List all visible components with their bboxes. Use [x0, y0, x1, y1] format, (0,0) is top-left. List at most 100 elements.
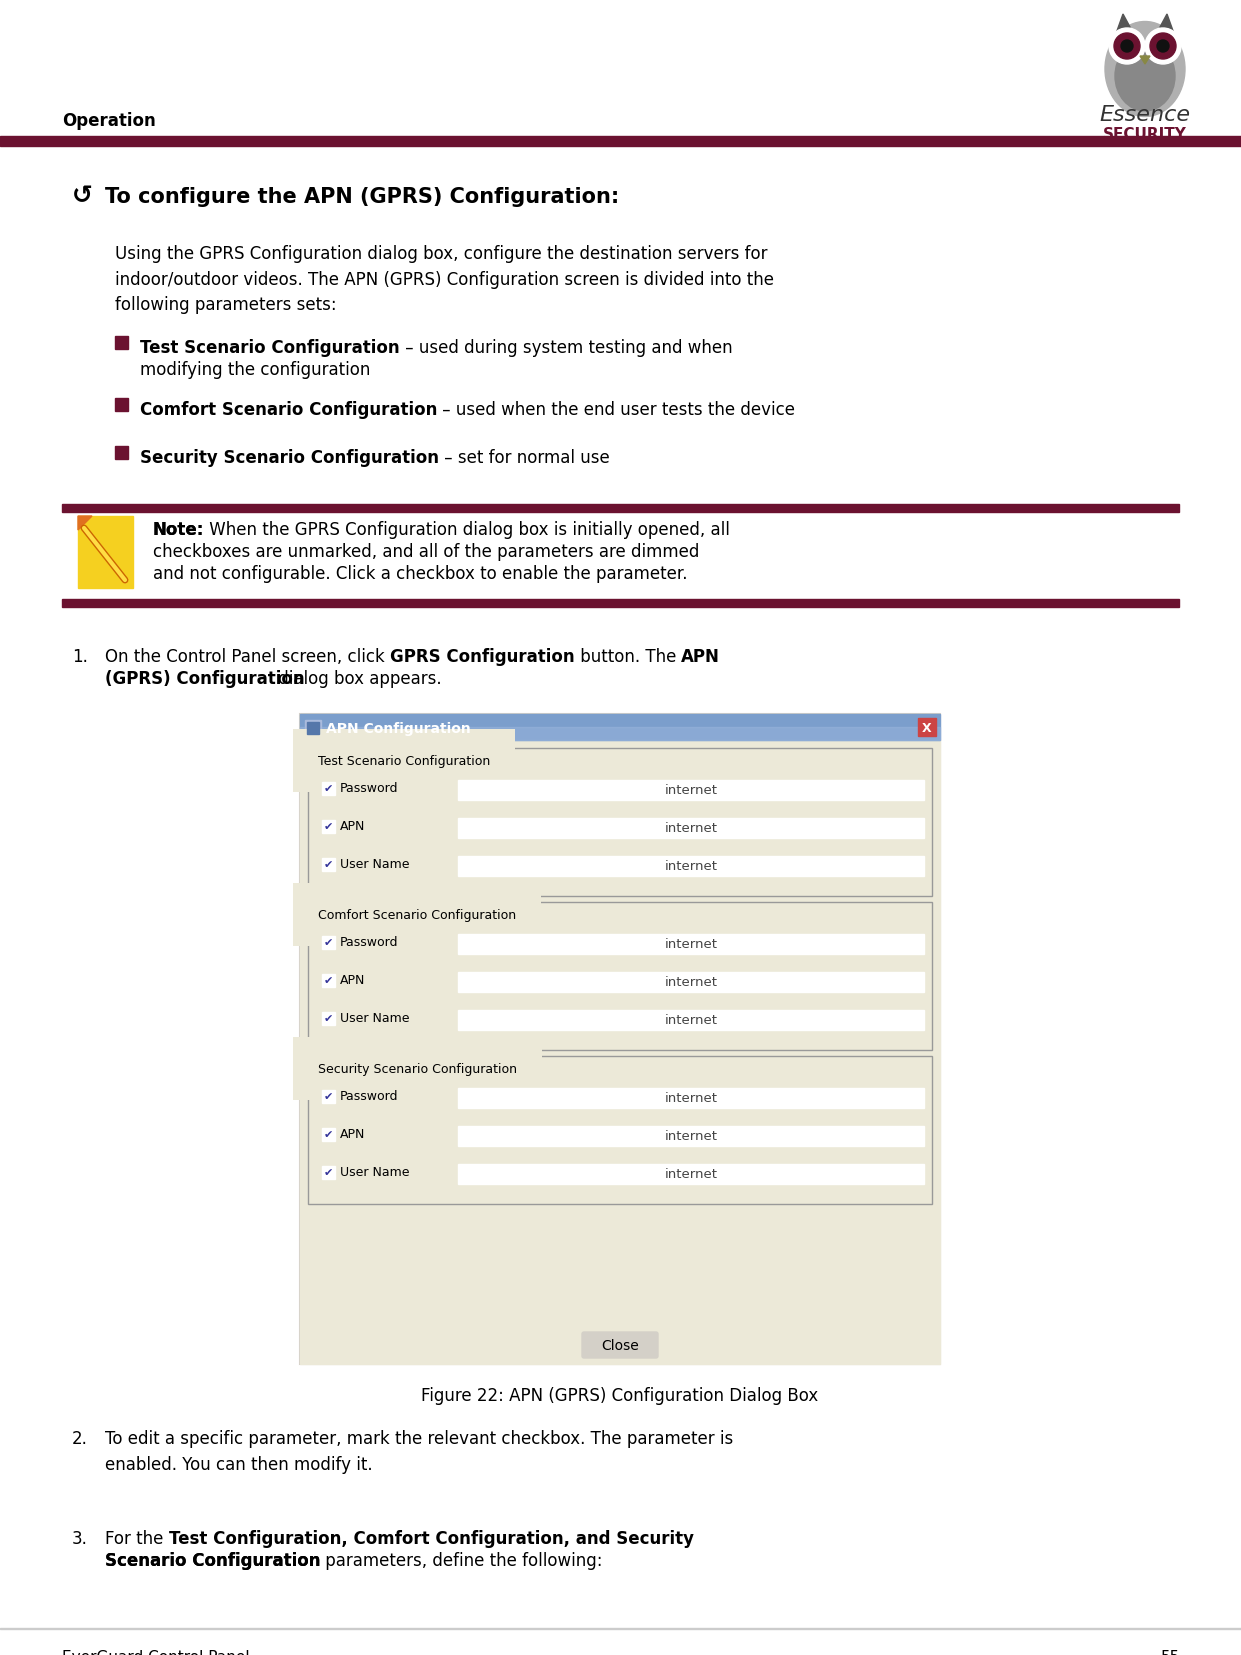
Polygon shape	[1160, 15, 1176, 43]
Text: APN: APN	[340, 819, 365, 832]
Text: APN: APN	[681, 647, 720, 665]
Bar	[458, 1127, 925, 1147]
Text: 3.: 3.	[72, 1529, 88, 1547]
Text: SECURITY: SECURITY	[1103, 127, 1186, 142]
Text: Test Scenario Configuration: Test Scenario Configuration	[140, 339, 400, 357]
Text: Note:: Note:	[153, 521, 205, 538]
Bar	[300, 715, 939, 740]
Text: (GPRS) Configuration: (GPRS) Configuration	[105, 670, 304, 687]
FancyBboxPatch shape	[582, 1332, 658, 1359]
Text: internet: internet	[664, 784, 717, 798]
Text: On the Control Panel screen, click: On the Control Panel screen, click	[105, 647, 390, 665]
Text: Note:: Note:	[153, 521, 205, 538]
Text: When the GPRS Configuration dialog box is initially opened, all: When the GPRS Configuration dialog box i…	[205, 521, 730, 538]
Bar	[0, 137, 1241, 147]
Text: ✔: ✔	[324, 1091, 333, 1101]
Text: ✔: ✔	[324, 937, 333, 947]
Text: For the: For the	[105, 1529, 169, 1547]
Text: User Name: User Name	[340, 857, 410, 871]
Text: Comfort Scenario Configuration: Comfort Scenario Configuration	[140, 401, 437, 419]
Text: Security Scenario Configuration: Security Scenario Configuration	[318, 1063, 517, 1076]
Text: Test Configuration, Comfort Configuration, and Security: Test Configuration, Comfort Configuratio…	[169, 1529, 694, 1547]
Bar	[115, 338, 128, 349]
Polygon shape	[1113, 15, 1131, 43]
Bar	[62, 599, 1179, 607]
Text: APN: APN	[340, 973, 365, 986]
Bar	[321, 1129, 335, 1142]
Text: Scenario Configuration: Scenario Configuration	[105, 1551, 320, 1569]
Text: checkboxes are unmarked, and all of the parameters are dimmed: checkboxes are unmarked, and all of the …	[153, 543, 700, 561]
Text: ✔: ✔	[324, 1129, 333, 1139]
Bar	[308, 1056, 932, 1205]
Polygon shape	[1140, 56, 1150, 65]
Text: dialog box appears.: dialog box appears.	[273, 670, 442, 687]
Bar	[308, 902, 932, 1051]
Polygon shape	[78, 516, 92, 531]
Bar	[300, 740, 939, 1364]
Text: internet: internet	[664, 938, 717, 952]
Bar	[458, 935, 925, 955]
Bar	[321, 1167, 335, 1180]
Bar	[321, 1013, 335, 1026]
Text: modifying the configuration: modifying the configuration	[140, 361, 370, 379]
Text: Using the GPRS Configuration dialog box, configure the destination servers for
i: Using the GPRS Configuration dialog box,…	[115, 245, 774, 314]
Text: User Name: User Name	[340, 1011, 410, 1024]
Bar	[305, 720, 321, 736]
Text: ✔: ✔	[324, 821, 333, 831]
Bar	[300, 715, 939, 1364]
Bar	[307, 723, 319, 735]
Text: Password: Password	[340, 937, 398, 948]
Text: Operation: Operation	[62, 113, 156, 131]
FancyBboxPatch shape	[78, 516, 133, 589]
Text: ✔: ✔	[324, 859, 333, 869]
Text: To configure the APN (GPRS) Configuration:: To configure the APN (GPRS) Configuratio…	[105, 187, 619, 207]
Text: Close: Close	[601, 1339, 639, 1352]
Bar	[115, 399, 128, 412]
Text: User Name: User Name	[340, 1165, 410, 1178]
Text: APN: APN	[340, 1127, 365, 1140]
Bar	[308, 748, 932, 897]
Text: button. The: button. The	[575, 647, 681, 665]
Bar	[458, 1165, 925, 1185]
Bar	[62, 505, 1179, 513]
Text: ↺: ↺	[72, 184, 93, 209]
Bar	[300, 728, 939, 740]
Text: – set for normal use: – set for normal use	[439, 449, 609, 467]
Circle shape	[1150, 35, 1176, 60]
Circle shape	[1157, 41, 1169, 53]
Text: ✔: ✔	[324, 1167, 333, 1177]
Bar	[458, 857, 925, 877]
Circle shape	[1145, 30, 1181, 65]
Text: internet: internet	[664, 1130, 717, 1144]
Text: EverGuard Control Panel: EverGuard Control Panel	[62, 1648, 249, 1655]
Bar	[321, 975, 335, 988]
Text: To edit a specific parameter, mark the relevant checkbox. The parameter is
enabl: To edit a specific parameter, mark the r…	[105, 1430, 733, 1473]
Bar	[321, 1091, 335, 1104]
Text: Scenario Configuration: Scenario Configuration	[105, 1551, 320, 1569]
Text: 1.: 1.	[72, 647, 88, 665]
Bar	[918, 718, 936, 736]
Text: Security Scenario Configuration: Security Scenario Configuration	[140, 449, 439, 467]
Bar	[458, 1089, 925, 1109]
Text: X: X	[922, 722, 932, 735]
Bar	[321, 783, 335, 796]
Text: 2.: 2.	[72, 1430, 88, 1446]
Text: Figure 22: APN (GPRS) Configuration Dialog Box: Figure 22: APN (GPRS) Configuration Dial…	[422, 1387, 819, 1403]
Text: internet: internet	[664, 861, 717, 872]
Text: ✔: ✔	[324, 783, 333, 793]
Text: internet: internet	[664, 976, 717, 990]
Text: and not configurable. Click a checkbox to enable the parameter.: and not configurable. Click a checkbox t…	[153, 564, 688, 583]
Text: – used during system testing and when: – used during system testing and when	[400, 339, 732, 357]
Circle shape	[1114, 35, 1140, 60]
Text: internet: internet	[664, 1092, 717, 1106]
Text: Password: Password	[340, 783, 398, 794]
Ellipse shape	[1114, 41, 1175, 113]
Bar	[321, 859, 335, 872]
Text: 55: 55	[1160, 1648, 1180, 1655]
Text: – used when the end user tests the device: – used when the end user tests the devic…	[437, 401, 795, 419]
Text: internet: internet	[664, 1168, 717, 1180]
Text: internet: internet	[664, 823, 717, 836]
Ellipse shape	[1104, 23, 1185, 118]
Text: Test Scenario Configuration: Test Scenario Configuration	[318, 755, 490, 768]
Text: APN Configuration: APN Configuration	[326, 722, 470, 735]
